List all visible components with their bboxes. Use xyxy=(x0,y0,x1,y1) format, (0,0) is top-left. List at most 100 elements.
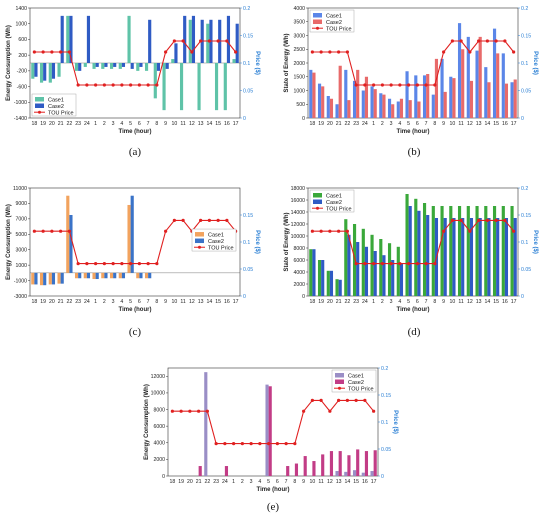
x-tick-label: 6 xyxy=(416,299,419,305)
x-tick-label: 12 xyxy=(467,121,473,127)
tou-price-point xyxy=(207,218,211,222)
bar-case2 xyxy=(78,272,82,279)
y2-tick-label: 0 xyxy=(381,474,384,480)
bar-case2 xyxy=(426,74,430,118)
x-tick-label: 11 xyxy=(180,299,185,305)
tou-price-point xyxy=(32,229,36,233)
x-tick-label: 1 xyxy=(372,121,375,127)
x-tick-label: 20 xyxy=(49,121,55,127)
tou-price-point xyxy=(267,442,271,446)
y2-tick-label: 0 xyxy=(521,294,524,300)
chart-panel-3: -3000 -1000 1000 3000 5000 7000 9000 11000 0 0.05… xyxy=(6,186,260,338)
y-tick-label: 3000 xyxy=(293,33,305,39)
x-tick-label: 20 xyxy=(327,121,333,127)
x-tick-label: 23 xyxy=(75,121,81,127)
x-tick-label: 13 xyxy=(198,299,204,305)
tou-price-point xyxy=(146,83,150,87)
x-tick-label: 22 xyxy=(344,299,350,305)
bar-case1 xyxy=(449,76,453,118)
x-tick-label: 20 xyxy=(327,299,333,305)
x-tick-label: 17 xyxy=(511,121,517,127)
tou-price-point xyxy=(225,39,229,43)
x-tick-label: 24 xyxy=(84,299,90,305)
x-tick-label: 1 xyxy=(94,299,97,305)
bar-case1 xyxy=(57,272,61,284)
bar-case2 xyxy=(156,63,161,71)
y-tick-label: 4000 xyxy=(293,270,305,276)
x-tick-label: 17 xyxy=(233,299,239,305)
y-tick-label: 9000 xyxy=(15,201,27,207)
bar-case2 xyxy=(356,242,360,296)
x-tick-label: 6 xyxy=(416,121,419,127)
bar-case2 xyxy=(347,234,351,296)
x-tick-label: 5 xyxy=(129,299,132,305)
x-tick-label: 14 xyxy=(484,299,490,305)
bar-case1 xyxy=(109,272,114,279)
bar-case2 xyxy=(69,215,73,273)
tou-price-point xyxy=(232,442,236,446)
tou-price-point xyxy=(59,229,63,233)
bar-case2 xyxy=(504,218,509,296)
bar-case1 xyxy=(457,206,462,296)
tou-price-point xyxy=(275,442,279,446)
tou-price-point xyxy=(354,83,358,87)
tou-price-point xyxy=(512,50,516,54)
tou-price-point xyxy=(67,229,71,233)
bar-case1 xyxy=(162,63,166,111)
bar-case1 xyxy=(466,206,470,296)
bar-case2 xyxy=(312,72,316,118)
x-tick-label: 10 xyxy=(449,121,455,127)
bar-case1 xyxy=(83,272,87,279)
x-tick-label: 2 xyxy=(241,479,244,485)
y-axis-title: Energy Consumption (Wh) xyxy=(6,204,12,280)
x-tick-label: 23 xyxy=(75,299,81,305)
bar-case2 xyxy=(356,449,360,476)
tou-price-point xyxy=(137,83,141,87)
legend-swatch xyxy=(335,373,344,378)
tou-price-point xyxy=(181,218,185,222)
legend-marker xyxy=(198,245,201,249)
tou-price-point xyxy=(32,50,36,54)
x-tick-label: 2 xyxy=(103,299,106,305)
bar-case1 xyxy=(197,63,201,111)
legend-swatch xyxy=(195,238,204,244)
bar-case2 xyxy=(426,215,430,296)
bar-case2 xyxy=(113,272,117,279)
bar-case1 xyxy=(387,243,392,296)
bar-case1 xyxy=(484,67,488,118)
tou-price-point xyxy=(345,229,349,233)
tou-price-point xyxy=(485,218,489,222)
legend-label: Case2 xyxy=(48,104,64,110)
bar-case1 xyxy=(188,19,192,64)
bar-case1 xyxy=(440,206,444,296)
legend-marker xyxy=(338,386,341,390)
x-tick-label: 5 xyxy=(129,121,132,127)
tou-price-point xyxy=(337,398,341,402)
x-tick-label: 18 xyxy=(309,299,315,305)
legend-label: TOU Price xyxy=(326,206,352,212)
bar-case1 xyxy=(475,50,479,118)
x-tick-label: 24 xyxy=(362,121,368,127)
bar-case1 xyxy=(48,272,52,285)
tou-price-point xyxy=(172,218,176,222)
bar-case1 xyxy=(223,63,227,111)
tou-price-point xyxy=(389,83,393,87)
y2-tick-label: 0.15 xyxy=(521,33,531,39)
tou-price-point xyxy=(76,262,80,266)
y-tick-label: 8000 xyxy=(293,246,305,252)
x-tick-label: 15 xyxy=(215,299,221,305)
tou-price-point xyxy=(164,50,168,54)
x-tick-label: 8 xyxy=(293,479,296,485)
y-tick-label: 2000 xyxy=(293,61,305,67)
y-tick-label: -1000 xyxy=(14,100,27,106)
x-tick-label: 1 xyxy=(94,121,97,127)
tou-price-point xyxy=(337,50,341,54)
bar-case1 xyxy=(466,36,470,118)
tou-price-point xyxy=(67,50,71,54)
x-tick-label: 22 xyxy=(344,121,350,127)
y-tick-label: 6000 xyxy=(153,424,165,430)
y-tick-label: 7000 xyxy=(15,217,27,223)
y-tick-label: 5000 xyxy=(15,232,27,238)
x-tick-label: 21 xyxy=(58,299,64,305)
legend-label: TOU Price xyxy=(208,245,234,251)
